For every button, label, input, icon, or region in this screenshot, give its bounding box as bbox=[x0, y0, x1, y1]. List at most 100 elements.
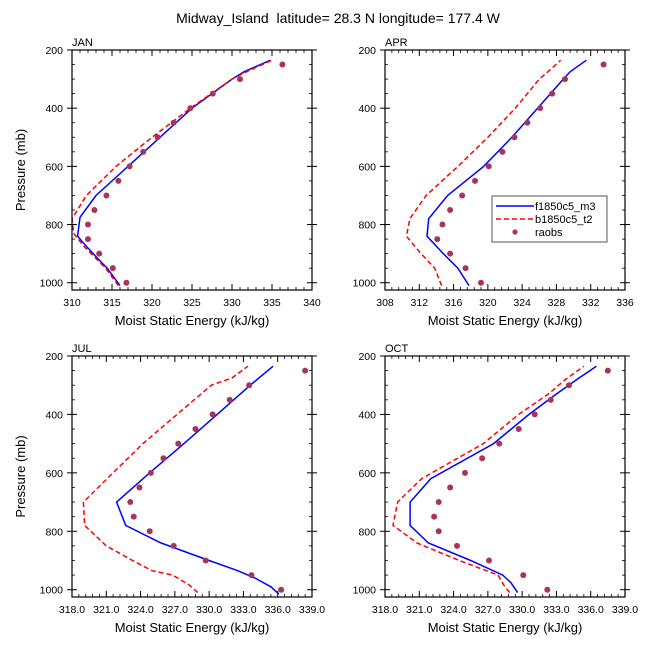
panel-title: JAN bbox=[72, 37, 93, 49]
raobs-point bbox=[524, 119, 531, 126]
x-tick-label: 327.0 bbox=[162, 604, 188, 616]
raobs-point bbox=[447, 484, 454, 491]
raobs-point bbox=[140, 148, 147, 155]
raobs-point bbox=[146, 528, 153, 535]
x-tick-label: 330.0 bbox=[196, 604, 222, 616]
x-tick-label: 318.0 bbox=[372, 604, 398, 616]
y-tick-label: 200 bbox=[358, 45, 376, 57]
raobs-point bbox=[459, 192, 466, 199]
figure-title: Midway_Island latitude= 28.3 N longitude… bbox=[176, 10, 501, 26]
x-axis-label: Moist Static Energy (kJ/kg) bbox=[115, 620, 270, 635]
y-tick-label: 200 bbox=[45, 351, 63, 363]
raobs-point bbox=[127, 499, 134, 506]
raobs-point bbox=[154, 134, 161, 141]
x-tick-label: 321.0 bbox=[406, 604, 432, 616]
legend-label: b1850c5_t2 bbox=[535, 214, 593, 226]
raobs-point bbox=[96, 250, 103, 257]
series-group bbox=[72, 59, 286, 287]
raobs-point bbox=[237, 76, 243, 83]
raobs-point bbox=[435, 528, 442, 535]
raobs-point bbox=[126, 163, 133, 170]
panel-title: APR bbox=[385, 37, 408, 49]
raobs-point bbox=[248, 572, 255, 579]
panels: JAN 310 315 320 325 330 335 340 200 400 600 800 1000… bbox=[13, 37, 638, 635]
raobs-point bbox=[226, 396, 233, 403]
x-tick-label: 324 bbox=[513, 297, 531, 309]
raobs-point bbox=[435, 499, 442, 506]
x-tick-label: 333.0 bbox=[543, 604, 569, 616]
y-tick-label: 1000 bbox=[40, 278, 64, 290]
x-tick-label: 335 bbox=[263, 297, 281, 309]
raobs-point bbox=[499, 148, 506, 155]
x-tick-label: 318.0 bbox=[59, 604, 85, 616]
raobs-point bbox=[485, 163, 492, 170]
y-tick-label: 800 bbox=[45, 526, 63, 538]
plot-frame bbox=[384, 355, 626, 598]
b1850c5_t2-line bbox=[405, 59, 562, 286]
x-axis-label: Moist Static Energy (kJ/kg) bbox=[428, 620, 583, 635]
raobs-point bbox=[566, 382, 572, 389]
series-group bbox=[82, 365, 309, 595]
x-tick-label: 328 bbox=[548, 297, 566, 309]
raobs-point bbox=[600, 61, 607, 68]
y-tick-label: 600 bbox=[45, 161, 63, 173]
y-tick-label: 400 bbox=[358, 409, 376, 421]
y-tick-label: 200 bbox=[358, 351, 376, 363]
x-tick-label: 320 bbox=[479, 297, 497, 309]
x-tick-label: 315 bbox=[103, 297, 121, 309]
raobs-point bbox=[549, 90, 556, 97]
raobs-point bbox=[170, 542, 177, 549]
x-tick-label: 308 bbox=[376, 297, 394, 309]
panel-oct: OCT 318.0 321.0 324.0 327.0 330.0 333.0 336.0 33… bbox=[353, 343, 639, 635]
raobs-point bbox=[175, 440, 182, 447]
raobs-point bbox=[462, 469, 468, 476]
x-tick-label: 340 bbox=[303, 297, 321, 309]
f1850c5_m3-line bbox=[115, 365, 280, 595]
x-tick-label: 321.0 bbox=[93, 604, 119, 616]
raobs-point bbox=[103, 192, 110, 199]
raobs-point bbox=[434, 236, 441, 243]
y-tick-label: 800 bbox=[358, 526, 376, 538]
raobs-point bbox=[279, 61, 286, 68]
plot-frame bbox=[71, 355, 313, 598]
panel-title: JUL bbox=[72, 343, 92, 355]
b1850c5_t2-line bbox=[72, 59, 273, 287]
raobs-point bbox=[192, 426, 199, 433]
panel-title: OCT bbox=[385, 343, 409, 355]
y-tick-label: 400 bbox=[358, 103, 376, 115]
raobs-point bbox=[454, 542, 460, 549]
raobs-point bbox=[447, 250, 454, 257]
legend-marker bbox=[512, 229, 518, 235]
y-tick-label: 400 bbox=[45, 103, 63, 115]
raobs-point bbox=[479, 455, 486, 462]
raobs-point bbox=[544, 586, 551, 593]
x-tick-label: 330.0 bbox=[509, 604, 535, 616]
y-tick-label: 1000 bbox=[353, 585, 377, 597]
raobs-point bbox=[130, 513, 137, 520]
x-tick-label: 336.0 bbox=[578, 604, 604, 616]
raobs-point bbox=[246, 382, 253, 389]
x-tick-label: 324.0 bbox=[127, 604, 153, 616]
x-tick-label: 330 bbox=[223, 297, 241, 309]
y-tick-label: 800 bbox=[45, 220, 63, 232]
raobs-point bbox=[486, 557, 492, 564]
panel-jul: JUL 318.0 321.0 324.0 327.0 330.0 333.0 336.0 33… bbox=[13, 343, 325, 635]
series-group bbox=[392, 365, 611, 594]
f1850c5_m3-line bbox=[409, 365, 597, 594]
legend-label: raobs bbox=[535, 227, 563, 239]
raobs-point bbox=[431, 513, 438, 520]
x-tick-label: 327.0 bbox=[475, 604, 501, 616]
raobs-point bbox=[302, 367, 309, 374]
raobs-point bbox=[511, 134, 518, 141]
series-group bbox=[405, 59, 607, 287]
raobs-point bbox=[85, 221, 91, 228]
b1850c5_t2-line bbox=[82, 365, 249, 594]
y-tick-label: 1000 bbox=[353, 278, 377, 290]
x-tick-label: 325 bbox=[183, 297, 201, 309]
raobs-point bbox=[478, 279, 484, 286]
x-tick-label: 316 bbox=[445, 297, 463, 309]
raobs-point bbox=[547, 396, 554, 403]
x-tick-label: 320 bbox=[143, 297, 161, 309]
raobs-point bbox=[209, 90, 216, 97]
